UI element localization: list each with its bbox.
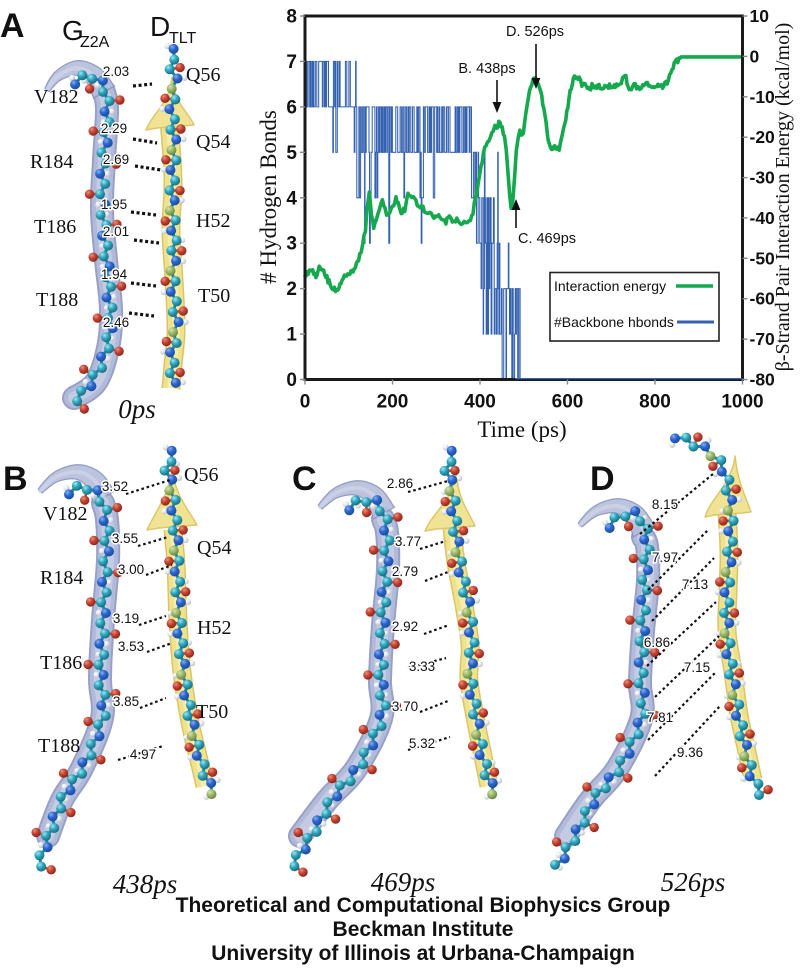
svg-text:T50: T50 [198, 285, 230, 307]
svg-text:-40: -40 [750, 208, 776, 228]
svg-text:2.86: 2.86 [387, 476, 413, 491]
svg-text:T186: T186 [34, 216, 76, 238]
svg-text:C: C [292, 460, 317, 498]
svg-text:Beckman Institute: Beckman Institute [333, 918, 514, 941]
svg-text:3.33: 3.33 [409, 659, 435, 674]
svg-text:3.85: 3.85 [113, 694, 139, 709]
svg-text:469ps: 469ps [371, 867, 436, 897]
svg-text:0: 0 [750, 46, 760, 66]
svg-text:2: 2 [286, 279, 297, 300]
svg-text:1.95: 1.95 [101, 197, 127, 212]
svg-text:800: 800 [639, 392, 671, 413]
svg-text:T50: T50 [196, 701, 228, 723]
svg-text:2.29: 2.29 [101, 121, 127, 136]
svg-text:D: D [150, 11, 170, 42]
svg-text:6: 6 [286, 97, 297, 118]
svg-text:-80: -80 [750, 370, 776, 390]
svg-text:Q54: Q54 [196, 131, 230, 153]
svg-text:2.69: 2.69 [103, 152, 129, 167]
svg-text:B: B [3, 460, 28, 498]
svg-text:8: 8 [286, 7, 297, 28]
svg-text:β-Strand Pair Interaction Ener: β-Strand Pair Interaction Energy (kcal/m… [772, 23, 794, 372]
svg-text:D: D [590, 460, 615, 498]
svg-text:B. 438ps: B. 438ps [458, 61, 515, 77]
svg-text:R184: R184 [40, 567, 83, 589]
svg-text:400: 400 [464, 392, 496, 413]
svg-text:0: 0 [300, 392, 311, 413]
svg-text:C. 469ps: C. 469ps [518, 231, 576, 247]
svg-text:5: 5 [286, 143, 297, 164]
svg-text:Theoretical and Computational: Theoretical and Computational Biophysics… [176, 894, 671, 917]
svg-text:4.97: 4.97 [130, 747, 156, 762]
svg-text:2.01: 2.01 [103, 224, 129, 239]
svg-text:R184: R184 [30, 151, 73, 173]
svg-text:# Hydrogen Bonds: # Hydrogen Bonds [256, 110, 281, 284]
svg-text:0ps: 0ps [118, 394, 156, 424]
svg-text:-20: -20 [750, 127, 776, 147]
svg-text:Time (ps): Time (ps) [477, 417, 566, 442]
svg-text:1: 1 [286, 325, 297, 346]
svg-text:Q56: Q56 [186, 64, 220, 86]
svg-text:-10: -10 [750, 87, 776, 107]
svg-text:7.97: 7.97 [652, 550, 678, 565]
svg-text:2.92: 2.92 [392, 619, 418, 634]
svg-text:8.15: 8.15 [652, 497, 678, 512]
svg-text:#Backbone hbonds: #Backbone hbonds [554, 314, 674, 330]
svg-text:G: G [62, 15, 84, 46]
svg-text:Interaction energy: Interaction energy [554, 278, 666, 294]
svg-text:6.86: 6.86 [644, 635, 670, 650]
svg-text:1000: 1000 [721, 392, 763, 413]
svg-text:Q56: Q56 [184, 464, 218, 486]
svg-text:-60: -60 [750, 289, 776, 309]
svg-text:3.53: 3.53 [118, 639, 144, 654]
svg-text:-30: -30 [750, 168, 776, 188]
svg-text:V182: V182 [34, 86, 78, 108]
svg-text:600: 600 [552, 392, 584, 413]
svg-text:T188: T188 [36, 289, 78, 311]
svg-text:7.81: 7.81 [647, 710, 673, 725]
svg-text:438ps: 438ps [113, 869, 178, 899]
svg-text:T188: T188 [38, 735, 80, 757]
svg-text:10: 10 [750, 6, 770, 26]
svg-text:3: 3 [286, 234, 297, 255]
svg-text:7.15: 7.15 [684, 660, 710, 675]
svg-text:3.19: 3.19 [113, 611, 139, 626]
svg-text:H52: H52 [196, 210, 230, 232]
svg-text:TLT: TLT [169, 30, 196, 47]
svg-text:H52: H52 [197, 617, 231, 639]
svg-text:-50: -50 [750, 248, 776, 268]
svg-text:1.94: 1.94 [101, 267, 128, 282]
svg-text:7: 7 [286, 52, 297, 73]
svg-text:3.55: 3.55 [112, 531, 138, 546]
svg-text:University of Illinois at Urba: University of Illinois at Urbana-Champai… [211, 942, 635, 965]
svg-text:4: 4 [286, 188, 297, 209]
svg-text:0: 0 [286, 370, 297, 391]
svg-text:2.46: 2.46 [103, 315, 129, 330]
svg-text:T186: T186 [40, 652, 82, 674]
svg-text:5.32: 5.32 [409, 736, 435, 751]
svg-text:3.70: 3.70 [392, 699, 418, 714]
svg-text:Z2A: Z2A [80, 34, 110, 51]
svg-text:2.79: 2.79 [392, 564, 418, 579]
svg-text:3.77: 3.77 [395, 534, 421, 549]
svg-text:7.13: 7.13 [682, 577, 708, 592]
svg-text:D. 526ps: D. 526ps [506, 24, 564, 40]
svg-text:-70: -70 [750, 329, 776, 349]
svg-text:2.03: 2.03 [103, 64, 129, 79]
svg-text:Q54: Q54 [197, 537, 231, 559]
svg-text:526ps: 526ps [661, 867, 726, 897]
svg-text:3.00: 3.00 [118, 562, 144, 577]
svg-text:V182: V182 [43, 503, 87, 525]
svg-text:3.52: 3.52 [102, 479, 128, 494]
svg-text:200: 200 [377, 392, 409, 413]
svg-text:9.36: 9.36 [677, 745, 703, 760]
svg-text:A: A [0, 7, 25, 45]
